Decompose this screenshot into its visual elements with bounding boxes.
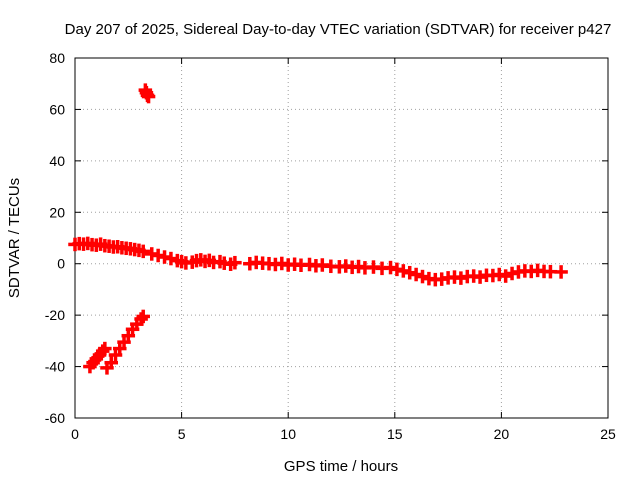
y-tick-label: -20	[45, 307, 65, 323]
data-point	[136, 309, 150, 324]
data-point	[554, 265, 568, 279]
y-tick-label: 80	[49, 50, 65, 66]
series-outlier-lower-left	[83, 341, 112, 374]
x-tick-label: 25	[600, 426, 616, 442]
series-outlier-upper	[138, 83, 156, 104]
x-tick-label: 20	[494, 426, 510, 442]
x-axis-title: GPS time / hours	[284, 458, 398, 475]
y-tick-labels: -60 -40 -20 0 20 40 60 80	[45, 50, 65, 426]
y-tick-label: -60	[45, 410, 65, 426]
x-tick-label: 5	[178, 426, 186, 442]
axis-ticks	[74, 57, 609, 419]
series-main-trend	[68, 236, 568, 287]
y-axis-title: SDTVAR / TECUs	[6, 178, 23, 298]
x-tick-labels: 0 5 10 15 20 25	[71, 426, 616, 442]
y-tick-label: 20	[49, 204, 65, 220]
grid	[75, 58, 608, 418]
y-tick-label: 60	[49, 101, 65, 117]
data-point	[136, 244, 150, 259]
chart-title: Day 207 of 2025, Sidereal Day-to-day VTE…	[65, 21, 612, 38]
data-points	[68, 83, 568, 375]
y-tick-label: 0	[57, 256, 65, 272]
data-point	[104, 355, 118, 370]
plot-frame	[74, 57, 609, 419]
data-point	[543, 264, 558, 279]
x-tick-label: 10	[280, 426, 296, 442]
data-point	[141, 89, 156, 104]
data-point	[98, 341, 112, 356]
y-tick-label: 40	[49, 153, 65, 169]
x-tick-label: 0	[71, 426, 79, 442]
series-outlier-lower-right	[100, 309, 150, 375]
data-point	[228, 255, 242, 270]
x-tick-label: 15	[387, 426, 403, 442]
y-tick-label: -40	[45, 359, 65, 375]
